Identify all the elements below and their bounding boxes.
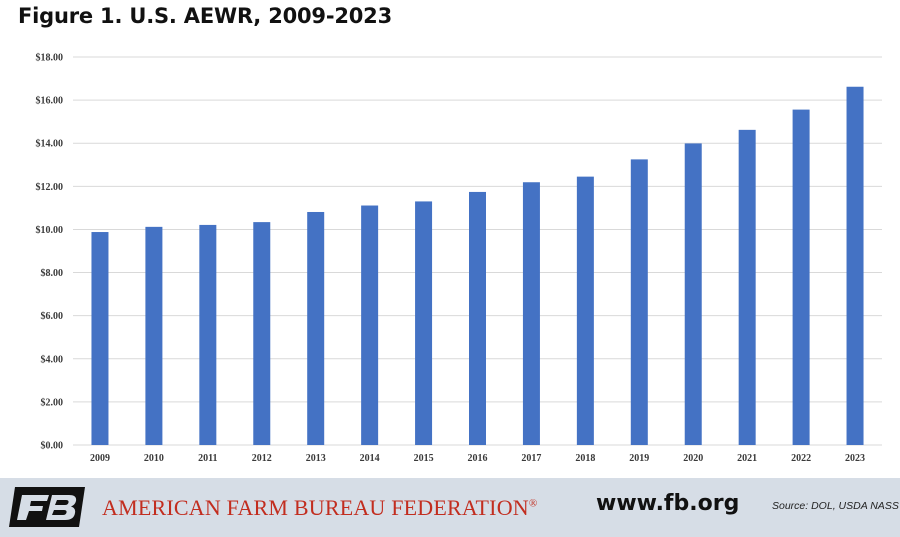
x-tick-label: 2019: [629, 453, 649, 464]
chart-title: Figure 1. U.S. AEWR, 2009-2023: [18, 4, 392, 28]
bar-2018: [576, 176, 594, 445]
registered-mark: ®: [528, 497, 538, 510]
y-tick-label: $8.00: [41, 268, 64, 279]
footer-banner: AMERICAN FARM BUREAU FEDERATION® www.fb.…: [0, 478, 900, 537]
bar-2022: [792, 109, 810, 446]
x-tick-label: 2017: [521, 453, 541, 464]
bar-2014: [361, 205, 379, 445]
x-tick-label: 2012: [252, 453, 272, 464]
x-tick-label: 2020: [683, 453, 703, 464]
y-tick-label: $6.00: [41, 311, 64, 322]
x-axis: 2009 2010 2011 2012 2013 2014 2015 2016 2017 2018…: [90, 453, 865, 464]
bar-2019: [630, 159, 648, 445]
organization-label: AMERICAN FARM BUREAU FEDERATION: [102, 495, 529, 520]
y-tick-label: $10.00: [36, 225, 64, 236]
y-tick-label: $2.00: [41, 397, 64, 408]
x-tick-label: 2011: [198, 453, 217, 464]
bar-2023: [846, 86, 864, 445]
organization-name: AMERICAN FARM BUREAU FEDERATION®: [102, 495, 537, 521]
x-tick-label: 2021: [737, 453, 757, 464]
y-tick-label: $4.00: [41, 354, 64, 365]
bar-2013: [307, 211, 325, 445]
bar-2020: [684, 143, 702, 445]
x-tick-label: 2014: [360, 453, 380, 464]
bar-2011: [199, 224, 217, 445]
y-axis: $0.00 $2.00 $4.00 $6.00 $8.00 $10.00 $12.00 $14…: [36, 53, 64, 452]
fb-logo-icon: [9, 487, 85, 527]
bar-2016: [469, 191, 486, 445]
x-tick-label: 2023: [845, 453, 865, 464]
bar-2012: [253, 222, 271, 445]
x-tick-label: 2018: [575, 453, 595, 464]
x-tick-label: 2015: [414, 453, 434, 464]
source-note: Source: DOL, USDA NASS: [772, 500, 899, 512]
x-tick-label: 2016: [468, 453, 488, 464]
y-tick-label: $14.00: [36, 139, 64, 150]
bars: [91, 86, 864, 446]
x-tick-label: 2010: [144, 453, 164, 464]
y-tick-label: $12.00: [36, 182, 64, 193]
x-tick-label: 2013: [306, 453, 326, 464]
y-tick-label: $0.00: [41, 441, 64, 452]
bar-chart: $0.00 $2.00 $4.00 $6.00 $8.00 $10.00 $12.00 $14…: [36, 53, 882, 464]
bar-2009: [91, 232, 109, 445]
y-tick-label: $18.00: [36, 53, 64, 64]
bar-2010: [145, 226, 163, 445]
bar-2015: [415, 201, 433, 445]
bar-2017: [522, 182, 540, 445]
x-tick-label: 2009: [90, 453, 110, 464]
website-link[interactable]: www.fb.org: [596, 491, 740, 516]
x-tick-label: 2022: [791, 453, 811, 464]
y-tick-label: $16.00: [36, 96, 64, 107]
bar-2021: [738, 129, 756, 445]
